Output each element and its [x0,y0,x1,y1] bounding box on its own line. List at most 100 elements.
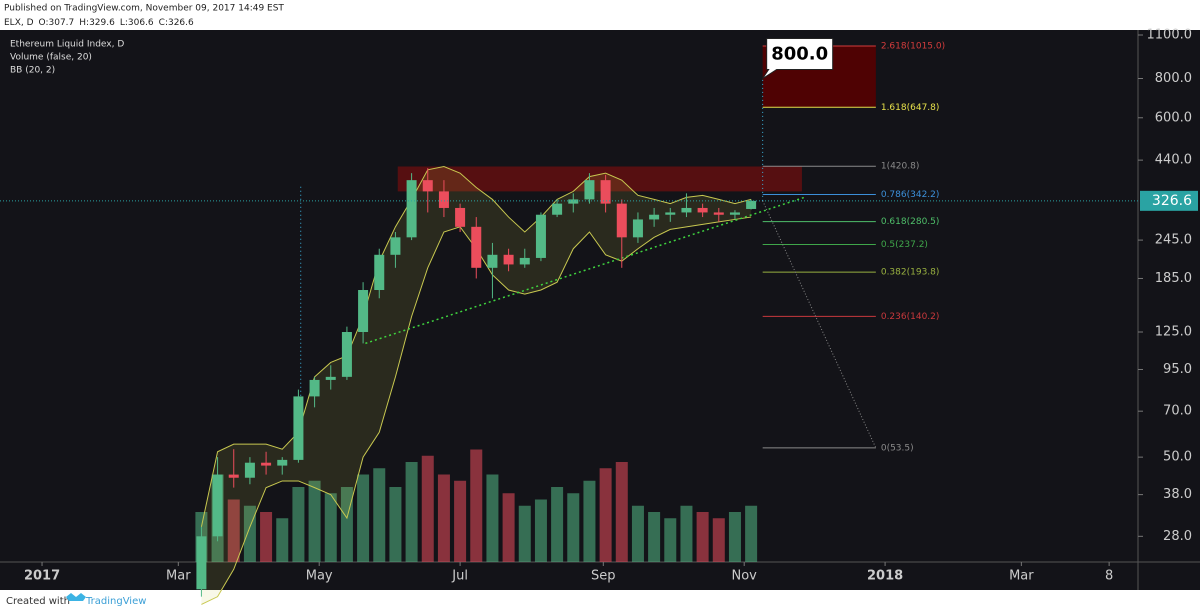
fib-label: 0(53.5) [881,443,914,453]
trendline [365,196,805,345]
candle-body [228,474,239,478]
published: Published on TradingView.com, November 0… [4,4,284,14]
bb-line [200,165,752,528]
candle-body [681,207,692,213]
chart-title: Ethereum Liquid Index, D [10,40,124,50]
candle-body [406,180,417,238]
ohlc-value: 307.7 [49,18,75,28]
fib-label: 0.618(280.5) [881,217,940,227]
volume-bar [728,512,741,562]
callout [762,37,834,79]
volume-bar [680,505,693,562]
candle-body [325,376,336,380]
y-tick-label: 440.0 [1155,153,1192,168]
candle-body [374,254,385,291]
volume-bar [486,474,499,562]
candle-body [438,191,449,208]
volume-bar [437,474,450,562]
volume-bar [389,487,402,562]
y-tick-label: 1100.0 [1147,27,1193,42]
fib-label: 0.786(342.2) [881,190,940,200]
volume-bar [648,512,661,562]
volume-bar [745,505,758,562]
ohlc-label: O: [39,18,49,28]
volume-bar [696,512,709,562]
candle-body [665,212,676,215]
volume-bar [470,449,483,562]
footer-text: Created with [6,596,70,607]
last-price-label: 326.6 [1152,193,1192,209]
candle-body [390,237,401,255]
volume-bar [599,468,612,562]
x-tick-label: May [306,569,333,584]
candle-body [519,257,530,265]
fib-label: 0.5(237.2) [881,240,928,250]
candle-body [584,180,595,200]
ohlc-value: 329.6 [89,18,115,28]
y-tick-label: 50.0 [1163,450,1192,465]
candle-body [455,207,466,227]
volume-bar [421,455,434,562]
last-price-box [1140,190,1198,211]
y-tick-label: 800.0 [1155,71,1192,86]
callout-label: 800.0 [771,43,828,64]
ohlc-value: 306.6 [128,18,154,28]
volume-bar [712,518,725,562]
y-tick-label: 70.0 [1163,404,1192,419]
candle-body [632,219,643,238]
candle-body [293,396,304,460]
y-tick-label: 28.0 [1163,529,1192,544]
footer-bg [0,590,1200,613]
indicator: BB (20, 2) [10,66,55,76]
y-tick-label: 95.0 [1163,362,1192,377]
volume-bar [227,499,240,562]
logo [66,593,86,601]
ohlc-line: ELX, D O:307.7 H:329.6 L:306.6 C:326.6 [4,18,194,28]
candle-body [713,212,724,215]
bb-fill [201,166,752,605]
candle-body [358,290,369,332]
candle-body [729,212,740,215]
volume-bar [631,505,644,562]
candle-body [616,203,627,238]
indicator: Volume (false, 20) [10,53,92,63]
volume-bar [567,493,580,562]
volume-bar [308,480,321,562]
volume-bar [373,468,386,562]
candle-body [261,462,272,466]
y-tick-label: 125.0 [1155,324,1192,339]
y-tick-label: 185.0 [1155,271,1192,286]
volume-bar [292,487,305,562]
x-tick-label: Mar [1009,569,1034,584]
x-tick-label: 2018 [867,569,903,584]
y-tick-label: 600.0 [1155,110,1192,125]
fib-label: 0.382(193.8) [881,268,940,278]
volume-bar [518,505,531,562]
candle-body [487,254,498,268]
candle-body [697,207,708,213]
candle-body [244,462,255,478]
candle-body [196,536,207,590]
candle-body [568,199,579,204]
candle-body [552,203,563,215]
volume-bar [502,493,515,562]
candle-body [471,226,482,268]
candle-body [600,180,611,204]
fib-label: 1.618(647.8) [881,103,940,113]
x-tick-label: Nov [732,569,758,584]
candle-body [649,214,660,220]
candle-body [309,379,320,397]
volume-bar [551,487,564,562]
ohlc-value: 326.6 [168,18,194,28]
volume-bar [615,462,628,562]
candle-body [535,214,546,258]
ohlc-label: L: [120,18,128,28]
candle-body [503,254,514,265]
candle-body [212,474,223,537]
fib-label: 0.236(140.2) [881,312,940,322]
candle-body [341,331,352,377]
header-bg [0,0,1200,30]
ohlc-label: H: [79,18,89,28]
x-tick-label: Mar [166,569,191,584]
